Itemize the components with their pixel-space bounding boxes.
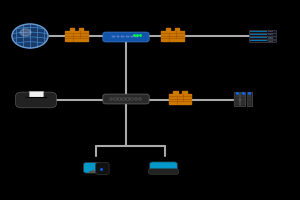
- FancyBboxPatch shape: [130, 98, 133, 100]
- FancyBboxPatch shape: [112, 36, 115, 37]
- FancyBboxPatch shape: [110, 98, 112, 100]
- FancyBboxPatch shape: [29, 91, 43, 97]
- FancyBboxPatch shape: [250, 37, 267, 38]
- FancyBboxPatch shape: [131, 36, 133, 37]
- Circle shape: [12, 24, 48, 48]
- FancyBboxPatch shape: [118, 98, 121, 100]
- FancyBboxPatch shape: [268, 31, 273, 32]
- FancyBboxPatch shape: [247, 93, 251, 96]
- FancyBboxPatch shape: [139, 98, 142, 100]
- FancyBboxPatch shape: [150, 162, 177, 173]
- FancyBboxPatch shape: [250, 34, 267, 35]
- FancyBboxPatch shape: [235, 93, 239, 96]
- Circle shape: [20, 29, 31, 36]
- FancyBboxPatch shape: [250, 40, 267, 41]
- FancyBboxPatch shape: [148, 169, 179, 174]
- Polygon shape: [161, 28, 184, 41]
- FancyBboxPatch shape: [241, 96, 245, 99]
- FancyBboxPatch shape: [103, 94, 149, 104]
- FancyBboxPatch shape: [247, 96, 251, 99]
- FancyBboxPatch shape: [117, 36, 119, 37]
- FancyBboxPatch shape: [241, 99, 245, 102]
- FancyBboxPatch shape: [235, 96, 239, 99]
- FancyBboxPatch shape: [136, 36, 138, 37]
- FancyBboxPatch shape: [122, 36, 124, 37]
- FancyBboxPatch shape: [241, 103, 245, 105]
- FancyBboxPatch shape: [249, 36, 276, 39]
- Polygon shape: [65, 28, 88, 41]
- Polygon shape: [169, 91, 191, 104]
- FancyBboxPatch shape: [103, 32, 149, 42]
- FancyBboxPatch shape: [126, 98, 129, 100]
- FancyBboxPatch shape: [250, 31, 267, 32]
- FancyBboxPatch shape: [268, 34, 273, 35]
- FancyBboxPatch shape: [16, 92, 56, 108]
- FancyBboxPatch shape: [83, 162, 102, 173]
- FancyBboxPatch shape: [240, 92, 245, 106]
- FancyBboxPatch shape: [241, 93, 245, 96]
- FancyBboxPatch shape: [268, 41, 273, 42]
- FancyBboxPatch shape: [135, 98, 137, 100]
- FancyBboxPatch shape: [268, 38, 273, 39]
- FancyBboxPatch shape: [126, 36, 129, 37]
- FancyBboxPatch shape: [268, 37, 273, 38]
- FancyBboxPatch shape: [114, 98, 116, 100]
- FancyBboxPatch shape: [122, 98, 125, 100]
- FancyBboxPatch shape: [234, 92, 239, 106]
- FancyBboxPatch shape: [247, 92, 252, 106]
- FancyBboxPatch shape: [249, 30, 276, 33]
- FancyBboxPatch shape: [249, 33, 276, 36]
- FancyBboxPatch shape: [247, 99, 251, 102]
- FancyBboxPatch shape: [235, 103, 239, 105]
- FancyBboxPatch shape: [247, 103, 251, 105]
- FancyBboxPatch shape: [249, 40, 276, 42]
- FancyBboxPatch shape: [268, 31, 273, 32]
- FancyBboxPatch shape: [235, 99, 239, 102]
- FancyBboxPatch shape: [96, 162, 109, 174]
